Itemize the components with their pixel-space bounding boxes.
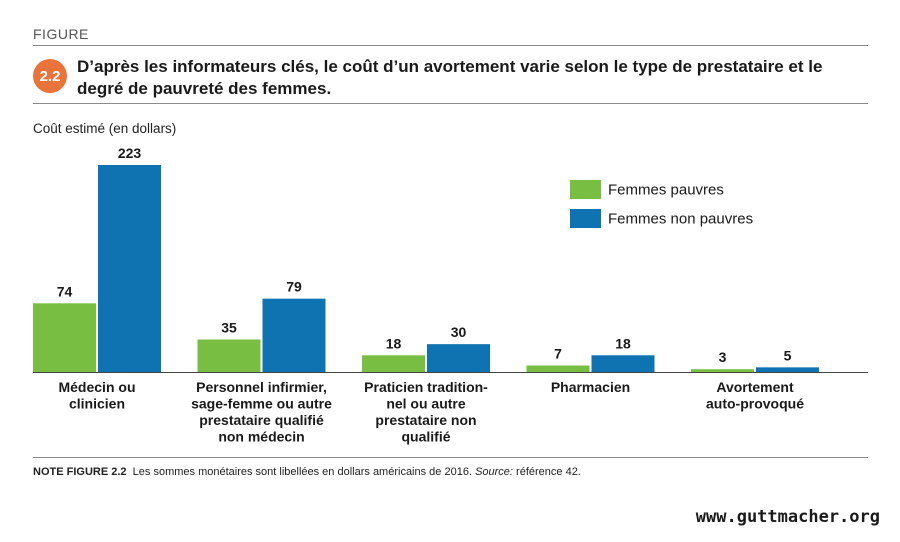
note-source-label: Source: xyxy=(475,466,513,478)
website-url: www.guttmacher.org xyxy=(695,507,880,527)
y-axis-label: Coût estimé (en dollars) xyxy=(33,121,177,136)
legend-label: Femmes non pauvres xyxy=(608,211,753,228)
category-label: Avortement auto-provoqué xyxy=(706,379,804,412)
data-label: 3 xyxy=(719,349,727,365)
bar-poor-3 xyxy=(526,365,590,372)
data-label: 74 xyxy=(57,283,73,299)
note-title: NOTE FIGURE 2.2 xyxy=(33,466,127,478)
title-divider xyxy=(33,103,868,104)
bar-nonpoor-2 xyxy=(427,344,490,372)
data-label: 35 xyxy=(221,320,237,336)
legend-swatch xyxy=(570,209,601,228)
data-label: 7 xyxy=(554,346,562,362)
bar-nonpoor-1 xyxy=(262,298,326,372)
figure-label: FIGURE xyxy=(33,26,89,42)
bar-nonpoor-4 xyxy=(756,367,819,372)
category-label: Praticien tradition-nel ou autre prestata… xyxy=(364,379,488,445)
note-source-text: référence 42. xyxy=(516,466,581,478)
top-divider xyxy=(33,45,868,46)
note-text: Les sommes monétaires sont libellées en … xyxy=(132,466,472,478)
data-label: 18 xyxy=(386,335,402,351)
data-label: 30 xyxy=(451,324,467,340)
data-label: 79 xyxy=(286,279,302,295)
category-label: Médecin ou clinicien xyxy=(58,379,135,412)
figure-note: NOTE FIGURE 2.2 Les sommes monétaires so… xyxy=(33,466,868,478)
bar-poor-2 xyxy=(362,355,425,372)
chart-title: D’après les informateurs clés, le coût d… xyxy=(77,57,823,98)
legend-label: Femmes pauvres xyxy=(608,182,724,199)
category-label: Pharmacien xyxy=(551,379,630,395)
bar-nonpoor-0 xyxy=(98,165,161,372)
data-label: 5 xyxy=(784,347,792,363)
bar-nonpoor-3 xyxy=(591,355,655,372)
legend-swatch xyxy=(570,180,601,199)
note-divider xyxy=(33,457,868,458)
data-label: 18 xyxy=(615,335,631,351)
bar-poor-0 xyxy=(33,303,96,372)
figure-number-badge: 2.2 xyxy=(33,59,67,93)
data-label: 223 xyxy=(118,145,142,161)
category-label: Personnel infirmier, sage-femme ou autre p… xyxy=(191,379,332,445)
bar-poor-4 xyxy=(691,369,754,372)
bar-poor-1 xyxy=(197,339,261,372)
